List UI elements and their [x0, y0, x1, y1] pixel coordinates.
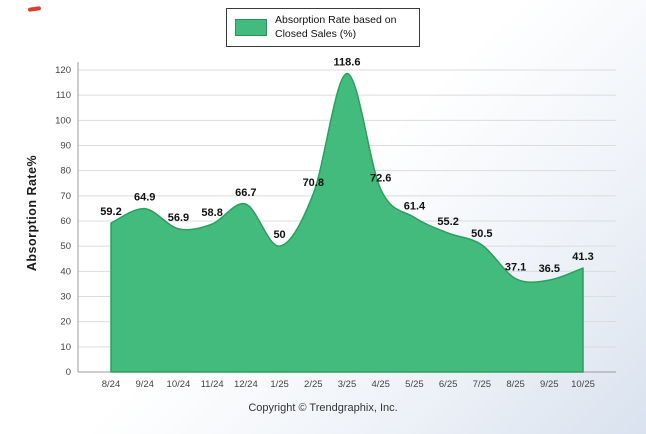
- legend-swatch-green: [235, 19, 267, 37]
- data-label: 72.6: [370, 172, 391, 184]
- data-label: 58.8: [201, 207, 222, 219]
- y-tick-label: 70: [60, 191, 71, 202]
- x-tick-label: 12/24: [234, 379, 258, 390]
- y-tick-label: 100: [55, 115, 71, 126]
- data-label: 36.5: [539, 263, 560, 275]
- data-label: 37.1: [505, 262, 526, 274]
- data-label: 50: [273, 229, 285, 241]
- y-tick-label: 90: [60, 141, 71, 152]
- x-tick-label: 10/24: [167, 379, 191, 390]
- y-tick-label: 30: [60, 292, 71, 303]
- x-tick-label: 6/25: [439, 379, 458, 390]
- y-tick-label: 80: [60, 166, 71, 177]
- y-tick-label: 60: [60, 216, 71, 227]
- y-tick-label: 50: [60, 241, 71, 252]
- x-tick-label: 11/24: [201, 379, 224, 390]
- y-tick-label: 40: [60, 266, 71, 277]
- x-tick-label: 7/25: [473, 379, 492, 390]
- x-tick-label: 8/24: [102, 379, 121, 390]
- y-tick-label: 110: [56, 90, 71, 101]
- data-label: 70.8: [303, 177, 324, 189]
- y-axis-title: Absorption Rate%: [25, 154, 39, 272]
- y-tick-label: 20: [60, 317, 71, 328]
- area-series: [110, 72, 584, 373]
- x-tick-label: 9/25: [540, 379, 559, 390]
- x-tick-label: 1/25: [270, 379, 289, 390]
- copyright-text: Copyright © Trendgraphix, Inc.: [248, 402, 398, 414]
- data-label: 61.4: [404, 200, 426, 212]
- data-label: 66.7: [235, 187, 256, 199]
- y-tick-label: 0: [66, 367, 71, 378]
- x-tick-label: 9/24: [135, 379, 154, 390]
- data-label: 59.2: [100, 206, 121, 218]
- area-chart: 0 10 20 30 40 50 60 70 80 90 100 110 120 8/24 9/24 10/2…: [55, 57, 616, 390]
- data-label: 118.6: [334, 57, 361, 69]
- y-tick-label: 120: [55, 65, 71, 76]
- data-label: 41.3: [572, 251, 593, 263]
- x-tick-label: 5/25: [405, 379, 424, 390]
- legend-label: Absorption Rate based on Closed Sales (%…: [275, 14, 397, 40]
- legend: Absorption Rate based on Closed Sales (%…: [226, 8, 420, 48]
- x-tick-label: 10/25: [571, 379, 595, 390]
- x-tick-label: 8/25: [506, 379, 525, 390]
- x-tick-label: 3/25: [338, 379, 357, 390]
- x-tick-label: 4/25: [371, 379, 390, 390]
- x-tick-label: 2/25: [304, 379, 323, 390]
- y-tick-label: 10: [60, 342, 71, 353]
- data-label: 55.2: [437, 216, 458, 228]
- data-label: 56.9: [168, 212, 189, 224]
- data-label: 64.9: [134, 192, 155, 204]
- data-label: 50.5: [471, 228, 492, 240]
